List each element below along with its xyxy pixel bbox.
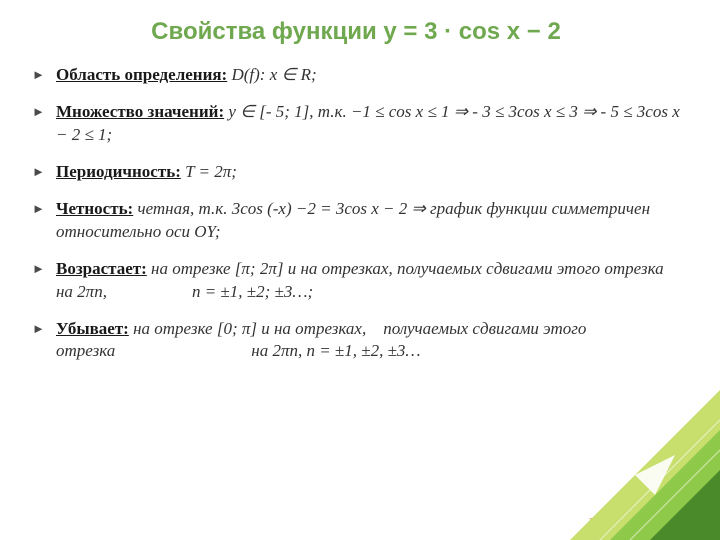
item-lead: Область определения: <box>56 65 227 84</box>
properties-list: Область определения: D(f): x ∈ R; Множес… <box>32 64 680 363</box>
list-item: Возрастает: на отрезке [π; 2π] и на отре… <box>32 258 680 304</box>
item-rest: D(f): x ∈ R; <box>227 65 316 84</box>
item-rest: на отрезке [π; 2π] и на отрезках, получа… <box>56 259 664 301</box>
list-item: Множество значений: y ∈ [- 5; 1], т.к. −… <box>32 101 680 147</box>
page-number: 20 <box>589 516 600 528</box>
list-item: Убывает: на отрезке [0; π] и на отрезках… <box>32 318 680 364</box>
item-lead: Множество значений: <box>56 102 224 121</box>
item-rest: на отрезке [0; π] и на отрезках, получае… <box>56 319 586 361</box>
list-item: Периодичность: T = 2π; <box>32 161 680 184</box>
slide-title: Свойства функции у = 3 · cos x − 2 <box>32 18 680 46</box>
slide-container: Свойства функции у = 3 · cos x − 2 Облас… <box>0 0 720 540</box>
item-rest: четная, т.к. 3cos (-x) −2 = 3cos x − 2 ⇒… <box>56 199 650 241</box>
item-lead: Периодичность: <box>56 162 181 181</box>
list-item: Область определения: D(f): x ∈ R; <box>32 64 680 87</box>
list-item: Четность: четная, т.к. 3cos (-x) −2 = 3c… <box>32 198 680 244</box>
item-lead: Возрастает: <box>56 259 147 278</box>
item-rest: T = 2π; <box>181 162 237 181</box>
item-lead: Четность: <box>56 199 133 218</box>
corner-decoration <box>540 360 720 540</box>
item-lead: Убывает: <box>56 319 129 338</box>
